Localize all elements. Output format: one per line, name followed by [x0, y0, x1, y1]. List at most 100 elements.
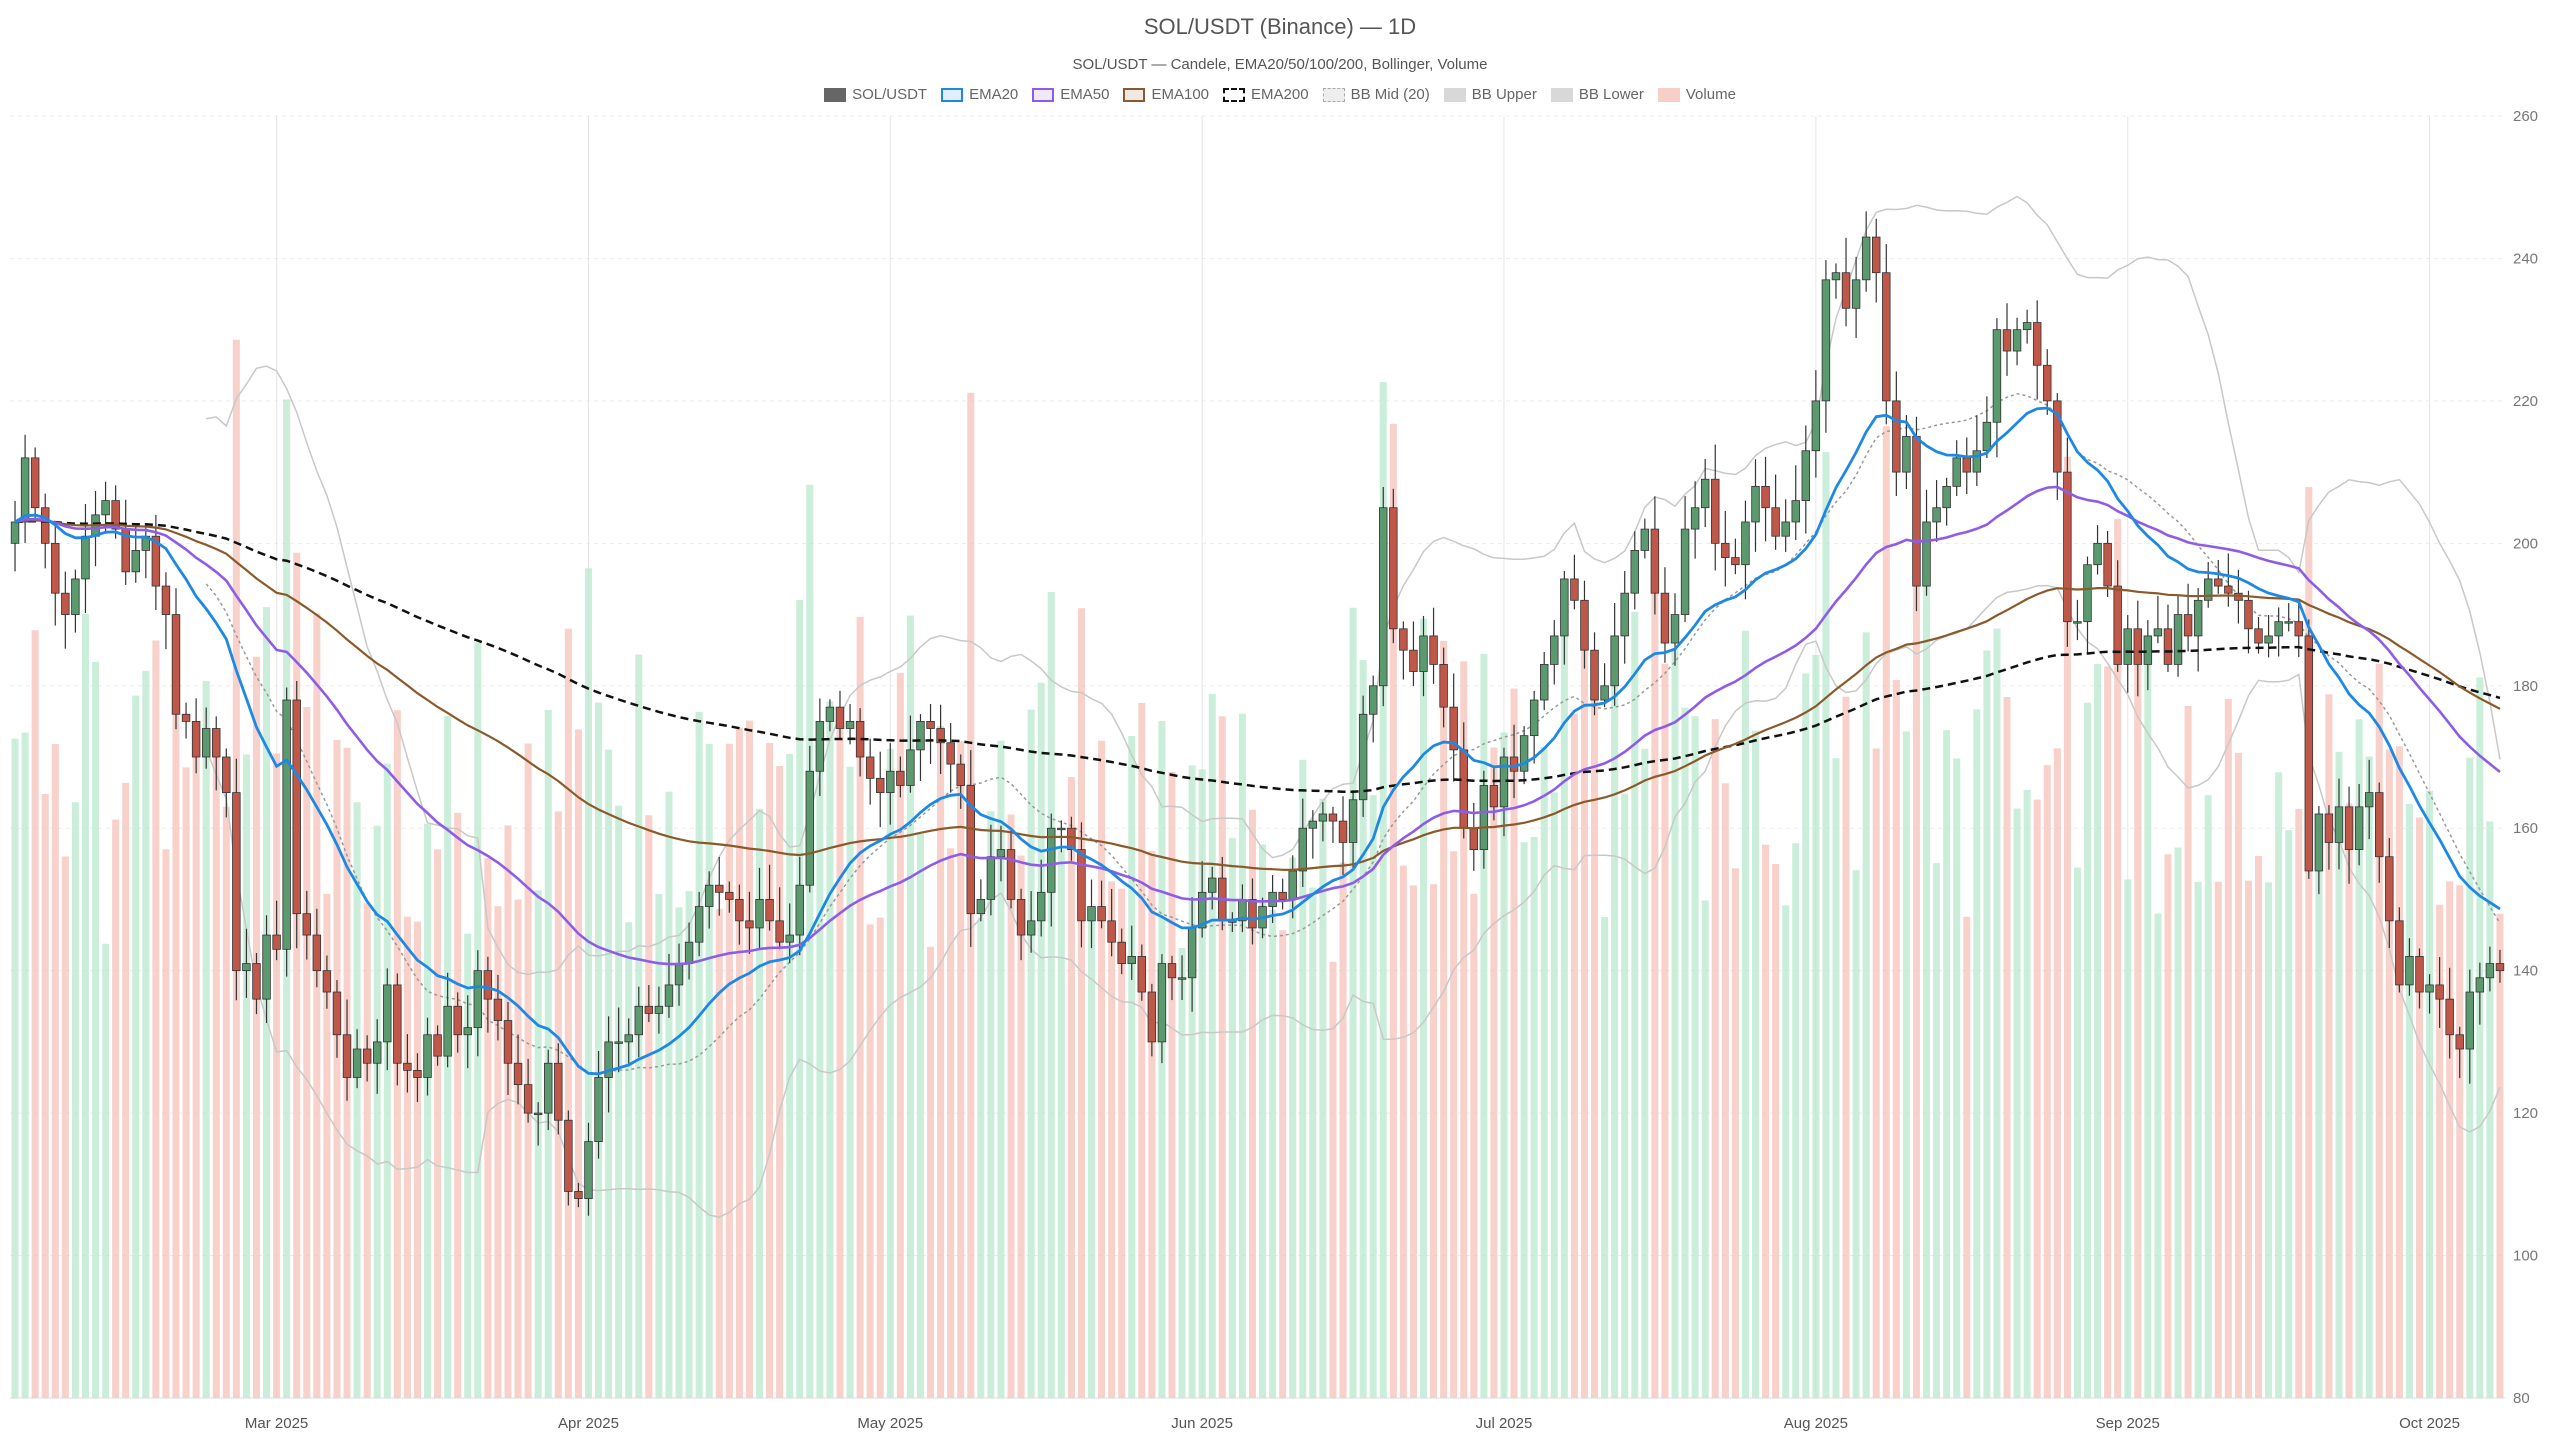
candle	[765, 864, 774, 931]
candle-body	[2385, 856, 2394, 922]
legend-item[interactable]: EMA50	[1032, 86, 1109, 103]
candle	[1620, 571, 1629, 664]
candle	[181, 702, 191, 739]
candle-body	[614, 1041, 623, 1044]
candle	[1439, 647, 1448, 728]
y-tick-label: 100	[2513, 1248, 2538, 1265]
candle-body	[554, 1062, 563, 1121]
volume-bar	[464, 933, 472, 1398]
volume-bar	[1369, 795, 1377, 1398]
legend-item[interactable]: SOL/USDT	[824, 86, 927, 103]
legend-item[interactable]: EMA200	[1223, 86, 1309, 103]
candle-body	[996, 849, 1006, 858]
candle-body	[20, 457, 30, 523]
candle	[2193, 588, 2203, 672]
volume-bar	[977, 917, 985, 1398]
legend-label: EMA200	[1251, 86, 1309, 103]
candle-body	[2143, 635, 2153, 665]
candle	[352, 1029, 362, 1089]
candle-body	[2203, 578, 2213, 601]
volume-bar	[574, 729, 582, 1398]
volume-bar	[665, 791, 673, 1398]
candle-body	[2113, 585, 2122, 665]
volume-bar	[1510, 688, 1518, 1398]
legend-item[interactable]: BB Lower	[1550, 86, 1644, 103]
volume-bar	[162, 849, 170, 1398]
candle-body	[1590, 649, 1599, 701]
volume-bar	[2315, 820, 2323, 1398]
candle	[1338, 796, 1348, 875]
candle-body	[262, 934, 271, 1000]
volume-bar	[1208, 693, 1216, 1398]
ema200-line	[14, 519, 2501, 794]
volume-bar	[595, 702, 603, 1398]
volume-bar	[886, 748, 894, 1398]
candle-body	[1318, 813, 1328, 822]
volume-bar	[655, 893, 663, 1398]
legend-item[interactable]: EMA100	[1123, 86, 1209, 103]
candle-body	[956, 763, 965, 786]
candle-body	[2354, 806, 2364, 850]
candle	[785, 903, 794, 964]
legend-item[interactable]: BB Mid (20)	[1322, 86, 1430, 103]
volume-bar	[11, 738, 19, 1398]
candle	[171, 588, 181, 730]
volume-bar	[1500, 732, 1508, 1398]
legend-item[interactable]: BB Upper	[1443, 86, 1537, 103]
candle	[1640, 518, 1650, 559]
candle-body	[694, 906, 704, 943]
volume-bar	[373, 825, 381, 1398]
candle	[71, 569, 80, 633]
legend-swatch	[1550, 87, 1573, 102]
volume-bar	[2013, 808, 2021, 1398]
candle	[403, 1034, 412, 1093]
candle-body	[463, 1027, 472, 1036]
candle-body	[986, 856, 996, 900]
candle-body	[1479, 785, 1489, 850]
candle-body	[2435, 984, 2444, 1000]
candle	[2203, 562, 2213, 608]
volume-bar	[2234, 752, 2242, 1398]
candle	[1127, 925, 1136, 980]
candle-body	[40, 507, 50, 544]
legend-item[interactable]: EMA20	[941, 86, 1018, 103]
volume-bar	[685, 891, 693, 1398]
candle-body	[2264, 635, 2273, 644]
candle-body	[212, 728, 221, 758]
y-tick-label: 220	[2513, 393, 2538, 410]
legend-item[interactable]: Volume	[1657, 86, 1736, 103]
volume-bar	[856, 616, 864, 1398]
candle-body	[1942, 485, 1951, 509]
candle	[1097, 880, 1106, 929]
candle-body	[1550, 635, 1559, 665]
volume-bar	[1118, 888, 1126, 1398]
candle	[1962, 437, 1971, 495]
volume-bar	[2395, 746, 2403, 1398]
volume-bar	[51, 743, 59, 1398]
candle-body	[171, 614, 181, 715]
volume-bar	[1057, 850, 1065, 1398]
volume-bar	[1842, 696, 1850, 1398]
volume-bar	[2285, 830, 2293, 1398]
candle-body	[906, 749, 915, 786]
candle	[1700, 459, 1710, 528]
candle	[1047, 813, 1056, 927]
volume-bar	[1751, 730, 1760, 1398]
volume-bar	[2375, 663, 2383, 1398]
candle-body	[755, 899, 764, 929]
candle	[2495, 949, 2505, 983]
volume-bar	[2204, 795, 2212, 1398]
candle	[201, 707, 211, 769]
candle-body	[1580, 599, 1589, 651]
candle-body	[785, 934, 794, 943]
candle-body	[1429, 635, 1438, 665]
candle-body	[2445, 998, 2454, 1036]
candle	[131, 524, 140, 583]
volume-bar	[1329, 961, 1337, 1398]
volume-bar	[1731, 868, 1739, 1398]
candle-body	[1449, 706, 1458, 751]
candle	[1479, 770, 1489, 869]
volume-bar	[564, 628, 572, 1398]
candle-body	[2083, 564, 2092, 623]
